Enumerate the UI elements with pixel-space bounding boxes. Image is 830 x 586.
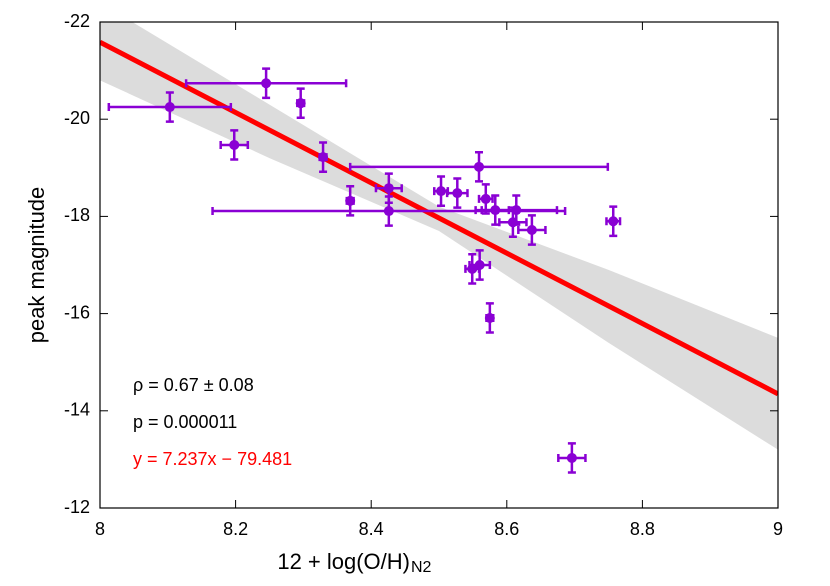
point	[295, 98, 306, 109]
point	[229, 139, 240, 150]
fit-line	[100, 39, 778, 397]
point	[452, 188, 463, 199]
x-tick-label: 8.2	[223, 519, 248, 539]
point	[318, 152, 329, 163]
x-tick-label: 8.4	[359, 519, 384, 539]
point	[480, 193, 491, 204]
y-tick-label: -16	[64, 302, 90, 322]
point	[345, 195, 356, 206]
x-tick-label: 8.8	[630, 519, 655, 539]
point	[474, 161, 485, 172]
point	[467, 263, 478, 274]
x-tick-label: 9	[773, 519, 783, 539]
point	[383, 183, 394, 194]
y-tick-label: -12	[64, 497, 90, 517]
plot-area	[100, 22, 778, 450]
point	[526, 225, 537, 236]
x-axis-label-subscript: N2	[411, 559, 432, 576]
point	[507, 217, 518, 228]
annotation: y = 7.237x − 79.481	[133, 449, 292, 469]
y-tick-label: -22	[64, 11, 90, 31]
point	[566, 452, 577, 463]
point	[261, 78, 272, 89]
y-tick-label: -14	[64, 400, 90, 420]
point	[436, 186, 447, 197]
point	[164, 102, 175, 113]
x-tick-label: 8	[95, 519, 105, 539]
plot-frame	[99, 21, 779, 509]
point	[484, 312, 495, 323]
annotation: ρ = 0.67 ± 0.08	[133, 375, 254, 395]
x-axis-label: 12 + log(O/H)	[277, 549, 410, 574]
x-tick-label: 8.6	[494, 519, 519, 539]
y-axis-label: peak magnitude	[24, 187, 49, 344]
y-tick-label: -18	[64, 205, 90, 225]
y-tick-label: -20	[64, 108, 90, 128]
point	[383, 206, 394, 217]
annotation: p = 0.000011	[133, 412, 237, 432]
point	[608, 216, 619, 227]
